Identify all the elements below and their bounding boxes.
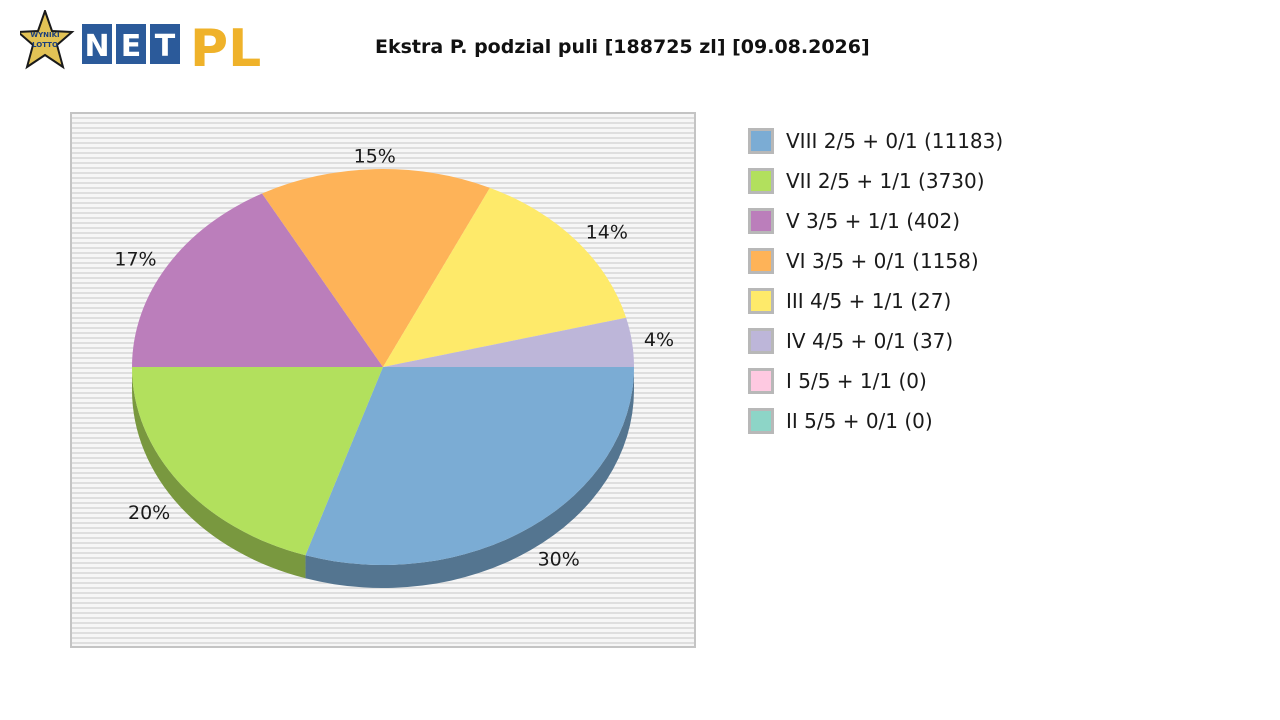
legend: VIII 2/5 + 0/1 (11183) VII 2/5 + 1/1 (373…: [748, 121, 1003, 441]
legend-swatch: [748, 368, 774, 394]
legend-swatch: [748, 288, 774, 314]
legend-item: II 5/5 + 0/1 (0): [748, 401, 1003, 441]
plot-area: [70, 112, 696, 648]
legend-item: IV 4/5 + 0/1 (37): [748, 321, 1003, 361]
star-icon: [15, 7, 75, 70]
legend-swatch: [748, 248, 774, 274]
logo-letter: N: [84, 29, 109, 64]
legend-label: IV 4/5 + 0/1 (37): [786, 329, 954, 353]
legend-swatch: [748, 128, 774, 154]
legend-label: VIII 2/5 + 0/1 (11183): [786, 129, 1004, 153]
logo-pl-text: PL: [190, 19, 261, 72]
legend-swatch: [748, 208, 774, 234]
legend-item: III 4/5 + 1/1 (27): [748, 281, 1003, 321]
legend-item: VII 2/5 + 1/1 (3730): [748, 161, 1003, 201]
legend-item: V 3/5 + 1/1 (402): [748, 201, 1003, 241]
logo-badge-line1: WYNIKI: [30, 31, 59, 39]
logo-letter: T: [155, 29, 176, 64]
legend-item: VI 3/5 + 0/1 (1158): [748, 241, 1003, 281]
legend-swatch: [748, 168, 774, 194]
legend-item: I 5/5 + 1/1 (0): [748, 361, 1003, 401]
legend-swatch: [748, 408, 774, 434]
chart-title: Ekstra P. podzial puli [188725 zl] [09.0…: [375, 36, 870, 58]
legend-label: I 5/5 + 1/1 (0): [786, 369, 927, 393]
legend-label: VI 3/5 + 0/1 (1158): [786, 249, 979, 273]
logo-letter-box: [116, 24, 146, 64]
legend-label: V 3/5 + 1/1 (402): [786, 209, 961, 233]
legend-label: VII 2/5 + 1/1 (3730): [786, 169, 985, 193]
legend-item: VIII 2/5 + 0/1 (11183): [748, 121, 1003, 161]
legend-label: III 4/5 + 1/1 (27): [786, 289, 952, 313]
logo-letter-box: [150, 24, 180, 64]
logo-letter: E: [121, 29, 142, 64]
logo-badge-line2: LOTTO: [32, 41, 58, 49]
legend-swatch: [748, 328, 774, 354]
logo-letter-box: [82, 24, 112, 64]
legend-label: II 5/5 + 0/1 (0): [786, 409, 933, 433]
